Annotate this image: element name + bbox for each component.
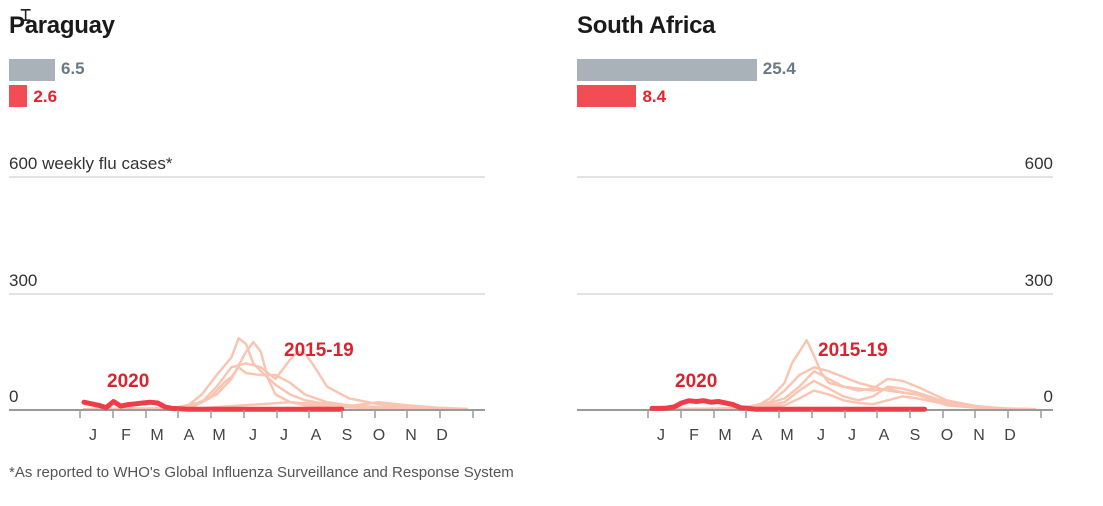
series-label-2020: 2020: [675, 371, 717, 392]
x-tick-label-d: D: [436, 427, 448, 444]
summary-bar-2020: [9, 85, 28, 107]
x-tick-label-j: J: [89, 427, 97, 444]
series-line-2015-19: [82, 340, 469, 411]
x-tick-label-o: O: [373, 427, 385, 444]
series-line-2015-19: [650, 370, 1037, 411]
summary-value-2015-19: 6.5: [61, 59, 85, 78]
x-tick-label-d: D: [1004, 427, 1016, 444]
y-tick-label-300: 300: [9, 271, 37, 290]
x-tick-label-f: F: [121, 427, 131, 444]
text-cursor-icon: ⌶: [20, 4, 32, 26]
x-tick-label-n: N: [405, 427, 417, 444]
x-tick-label-j: J: [280, 427, 288, 444]
series-line-2015-19: [650, 389, 1037, 411]
chart-title: Paraguay: [9, 12, 115, 39]
x-tick-label-j: J: [817, 427, 825, 444]
series-label-2015-19: 2015-19: [284, 340, 354, 361]
x-tick-label-a: A: [184, 427, 195, 444]
x-tick-label-o: O: [941, 427, 953, 444]
summary-value-2015-19: 25.4: [762, 59, 796, 78]
chart-panel-south-africa: South Africa 25.4 8.4 0 300 600 2020 2015-19…: [577, 0, 1077, 460]
summary-value-2020: 2.6: [33, 87, 58, 106]
x-tick-label-m: M: [150, 427, 163, 444]
chart-panel-paraguay: Paraguay ⌶ 6.5 2.6 0 300 600 weekly flu ca…: [9, 0, 509, 460]
summary-bar-2020: [577, 85, 637, 107]
y-tick-label-600: 600: [1025, 154, 1053, 173]
x-tick-label-a: A: [752, 427, 763, 444]
x-tick-label-j: J: [657, 427, 665, 444]
series-label-2015-19: 2015-19: [818, 340, 888, 361]
x-tick-label-s: S: [910, 427, 921, 444]
summary-bar-2015-19: [9, 59, 55, 81]
x-tick-label-a: A: [311, 427, 322, 444]
x-tick-label-m: M: [212, 427, 225, 444]
y-tick-label-0: 0: [1044, 387, 1053, 406]
x-tick-label-j: J: [848, 427, 856, 444]
series-line-2020: [81, 399, 345, 412]
y-tick-label-600: 600 weekly flu cases*: [9, 154, 173, 173]
x-tick-label-n: N: [973, 427, 985, 444]
x-tick-label-a: A: [879, 427, 890, 444]
series-line-2020: [649, 398, 927, 412]
summary-bar-2015-19: [577, 59, 757, 81]
x-tick-label-f: F: [689, 427, 699, 444]
x-tick-label-m: M: [718, 427, 731, 444]
y-tick-label-0: 0: [9, 387, 18, 406]
series-label-2020: 2020: [107, 371, 149, 392]
series-line-2015-19: [650, 379, 1037, 411]
summary-value-2020: 8.4: [642, 87, 667, 106]
y-tick-label-300: 300: [1025, 271, 1053, 290]
x-tick-label-j: J: [249, 427, 257, 444]
x-tick-label-m: M: [780, 427, 793, 444]
chart-title: South Africa: [577, 12, 716, 39]
footnote: *As reported to WHO's Global Influenza S…: [9, 464, 514, 481]
x-tick-label-s: S: [342, 427, 353, 444]
